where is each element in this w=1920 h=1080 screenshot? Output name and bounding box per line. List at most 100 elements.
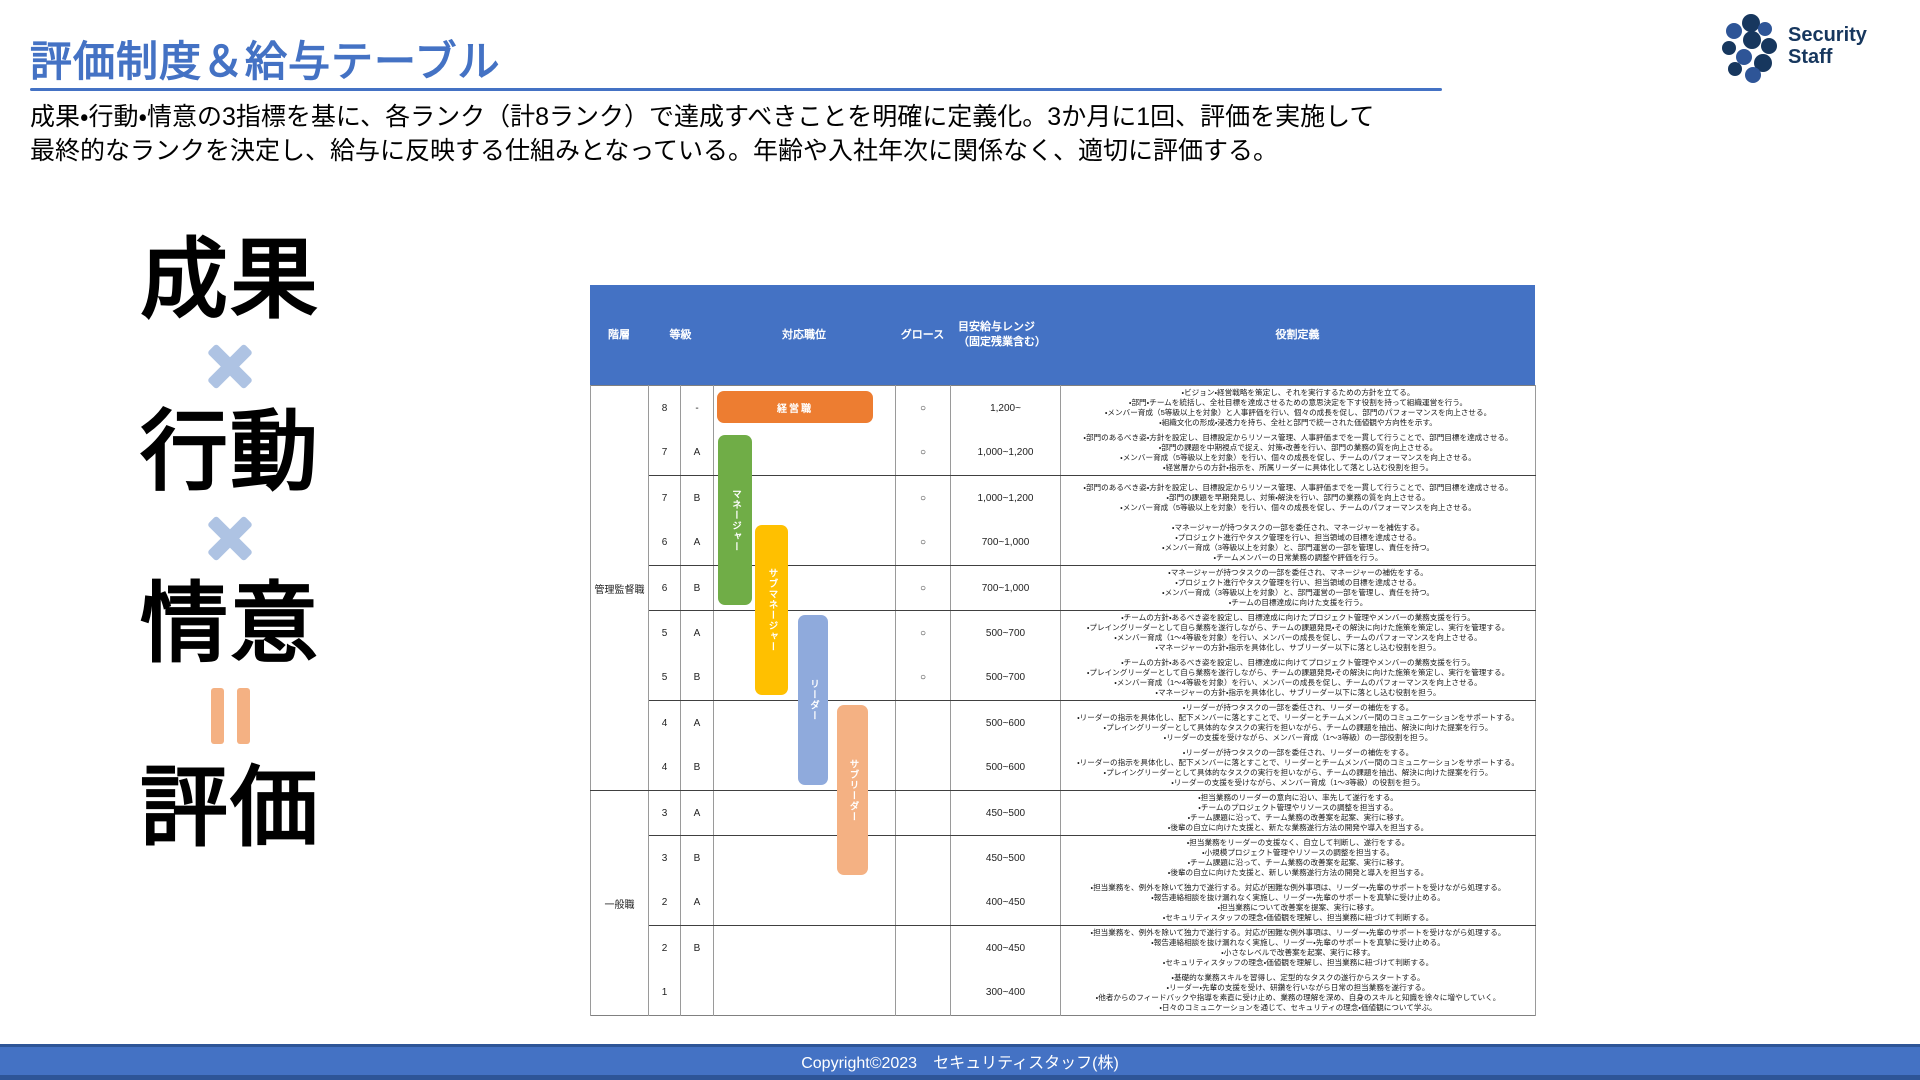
role-definition-line: ・チームの目標達成に向けた支援を行う。 <box>1228 598 1368 607</box>
growth-mark: ○ <box>895 385 951 431</box>
role-definition-line: ・担当業務について改善案を提案、実行に移す。 <box>1217 902 1379 912</box>
role-definition-line: ・セキュリティスタッフの理念・価値観を理解し、担当業務に紐づけて判断する。 <box>1162 912 1434 922</box>
role-definition-line: ・担当業務を、例外を除いて独力で遂行する。対応が困難な例外事項は、リーダー・先輩… <box>1090 882 1506 892</box>
role-definition-line: ・メンバー育成（5等級以上を対象）を行い、個々の成長を促し、チームのパフォーマン… <box>1120 503 1476 513</box>
salary-table: 階層 等級 対応職位 グロース 目安給与レンジ （固定残業含む） 役割定義 管理監督職 8- ○… <box>590 285 1536 1016</box>
role-definition: ・チームの方針・あるべき姿を設定し、目標達成に向けたプロジェクト管理やメンバーの… <box>1060 610 1536 656</box>
formula-term: 成果 <box>139 230 320 329</box>
footer-top-stripe <box>0 1044 1920 1047</box>
role-definition-line: ・リーダーの支援を受けながら、メンバー育成（1～3等級）の一部役割を担う。 <box>1163 733 1433 743</box>
subgrade-value: A <box>680 520 714 566</box>
salary-range: 700~1,000 <box>950 565 1061 611</box>
table-row: 2 A 400~450 ・担当業務を、例外を除いて独力で遂行する。対応が困難な例外事項… <box>591 880 1536 926</box>
subgrade-value: B <box>680 925 714 971</box>
logo-molecule-icon <box>1718 14 1782 83</box>
logo-dot <box>1754 54 1772 72</box>
role-definition-line: ・担当業務のリーダーの意向に沿い、率先して遂行をする。 <box>1198 793 1398 802</box>
table-row: 一般職 3 A 450~500 ・担当業務のリーダーの意向に沿い、率先して遂行をする。・… <box>590 790 1536 1016</box>
role-definition-line: ・経営層からの方針・指示を、所属リーダーに具体化して落とし込む役割を担う。 <box>1162 462 1434 472</box>
table-row: 1 300~400 ・基礎的な業務スキルを習得し、定型的なタスクの遂行からスタートす… <box>591 970 1536 1016</box>
growth-mark: ○ <box>895 430 951 476</box>
grade-value: 3 <box>648 835 681 881</box>
logo-dot <box>1722 41 1736 55</box>
role-definition-line: ・担当業務を、例外を除いて独力で遂行する。対応が困難な例外事項は、リーダー・先輩… <box>1090 928 1506 938</box>
role-definition: ・リーダーが持つタスクの一部を委任され、リーダーの補佐をする。 ・リーダーの指示を… <box>1060 700 1536 746</box>
grade-value: 6 <box>648 565 681 611</box>
col-header-growth: グロース <box>900 328 945 341</box>
role-definition-line: ・メンバー育成（5等級以上を対象）と人事評価を行い、個々の成長を促し、部門のパフ… <box>1104 408 1492 418</box>
subgrade-value: A <box>680 790 714 836</box>
grade-value: 4 <box>648 700 681 746</box>
salary-range: 1,200~ <box>950 385 1061 431</box>
position-box-submanager: サブマネージャー <box>755 525 788 695</box>
grade-value: 5 <box>648 655 681 701</box>
role-definition-line: ・部門の課題を早期発見し、対策・解決を行い、部門の業務の質を向上させる。 <box>1166 493 1430 503</box>
role-definition: ・担当業務のリーダーの意向に沿い、率先して遂行をする。 ・チームのプロジェクト管理… <box>1060 790 1536 836</box>
position-cell <box>713 925 896 971</box>
salary-range: 1,000~1,200 <box>950 475 1061 521</box>
role-definition-line: ・チーム課題に沿って、チーム業務の改善案を起案、実行に移す。 <box>1187 858 1409 868</box>
growth-mark <box>895 970 951 1016</box>
role-definition-line: ・メンバー育成（3等級以上を対象）と、部門運営の一部を管理し、責任を持つ。 <box>1162 542 1434 552</box>
grade-value: 2 <box>648 925 681 971</box>
salary-range: 450~500 <box>950 790 1061 836</box>
title-underline <box>30 88 1442 91</box>
role-definition-line: ・プレイングリーダーとして具体的なタスクの実行を担いながら、チームの課題を抽出、… <box>1103 723 1493 733</box>
role-definition-line: ・小規模プロジェクト管理やリソースの調整を担当する。 <box>1201 848 1395 858</box>
table-row: 6 A ○ 700~1,000 ・マネージャーが持つタスクの一部を委任され、マネージャー… <box>591 520 1536 566</box>
role-definition-line: ・担当業務をリーダーの支援なく、自立して判断し、遂行をする。 <box>1186 838 1410 848</box>
subgrade-value: A <box>680 610 714 656</box>
role-definition: ・リーダーが持つタスクの一部を委任され、リーダーの補佐をする。 ・リーダーの指示を… <box>1060 745 1536 791</box>
role-definition-line: ・チーム課題に沿って、チーム業務の改善案を起案、実行に移す。 <box>1187 813 1409 822</box>
table-row: 4 B 500~600 ・リーダーが持つタスクの一部を委任され、リーダーの補佐をする。… <box>591 745 1536 791</box>
grade-value: 7 <box>648 475 681 521</box>
growth-mark: ○ <box>895 475 951 521</box>
salary-range: 700~1,000 <box>950 520 1061 566</box>
role-definition-line: ・部門のあるべき姿・方針を設定し、目標設定からリソース管理、人事評価までを一貫し… <box>1083 432 1513 442</box>
grade-value: 5 <box>648 610 681 656</box>
subgrade-value: B <box>680 745 714 791</box>
role-definition: ・担当業務を、例外を除いて独力で遂行する。対応が困難な例外事項は、リーダー・先輩… <box>1060 925 1536 971</box>
role-definition: ・ビジョン・経営戦略を策定し、それを実行するための方針を立てる。 ・部門・チームを… <box>1060 385 1536 431</box>
grade-value: 4 <box>648 745 681 791</box>
grade-value: 3 <box>648 790 681 836</box>
subgrade-value: A <box>680 880 714 926</box>
growth-mark <box>895 700 951 746</box>
role-definition-line: ・マネージャーの方針・指示を具体化し、サブリーダー以下に落とし込む役割を担う。 <box>1155 643 1441 653</box>
multiply-icon <box>206 342 254 390</box>
grade-value: 6 <box>648 520 681 566</box>
role-definition-line: ・報告連絡相談を抜け漏れなく実施し、リーダー・先輩のサポートを真摯に受け止める。 <box>1151 892 1445 902</box>
grade-value: 8 <box>648 385 681 431</box>
position-cell <box>713 970 896 1016</box>
role-definition-line: ・リーダーが持つタスクの一部を委任され、リーダーの補佐をする。 <box>1182 703 1414 713</box>
role-definition-line: ・プロジェクト進行やタスク管理を行い、担当領域の目標を達成させる。 <box>1175 578 1421 587</box>
subgrade-value: - <box>680 385 714 431</box>
logo-dot <box>1758 22 1772 36</box>
formula-term: 行動 <box>139 402 320 501</box>
growth-mark <box>895 790 951 836</box>
salary-range: 450~500 <box>950 835 1061 881</box>
position-cell <box>713 835 896 881</box>
role-definition-line: ・基礎的な業務スキルを習得し、定型的なタスクの遂行からスタートする。 <box>1171 972 1425 982</box>
role-definition-line: ・プロジェクト進行やタスク管理を行い、担当領域の目標を達成させる。 <box>1175 532 1421 542</box>
page-title: 評価制度＆給与テーブル <box>30 38 501 85</box>
growth-mark <box>895 835 951 881</box>
grade-value: 2 <box>648 880 681 926</box>
salary-range: 500~600 <box>950 745 1061 791</box>
col-header-tier: 階層 <box>608 328 630 341</box>
role-definition-line: ・プレイングリーダーとして具体的なタスクの実行を担いながら、チームの課題を抽出、… <box>1103 767 1493 777</box>
subgrade-value: A <box>680 430 714 476</box>
subgrade-value: B <box>680 835 714 881</box>
role-definition-line: ・メンバー育成（3等級以上を対象）と、部門運営の一部を管理し、責任を持つ。 <box>1162 588 1434 597</box>
salary-range: 1,000~1,200 <box>950 430 1061 476</box>
copyright-text: Copyright©2023 セキュリティスタッフ(株) <box>801 1055 1119 1072</box>
slide-description: 成果・行動・情意の3指標を基に、各ランク（計8ランク）で達成すべきことを明確に定… <box>30 100 1480 168</box>
role-definition-line: ・リーダーの指示を具体化し、配下メンバーに落とすことで、リーダーとチームメンバー… <box>1077 713 1519 723</box>
logo-text-line1: Security <box>1788 24 1867 46</box>
growth-mark <box>895 925 951 971</box>
growth-mark: ○ <box>895 520 951 566</box>
salary-table-header: 階層 等級 対応職位 グロース 目安給与レンジ （固定残業含む） 役割定義 <box>590 285 1535 385</box>
position-cell <box>713 790 896 836</box>
role-definition-line: ・マネージャーが持つタスクの一部を委任され、マネージャーを補佐する。 <box>1171 522 1425 532</box>
